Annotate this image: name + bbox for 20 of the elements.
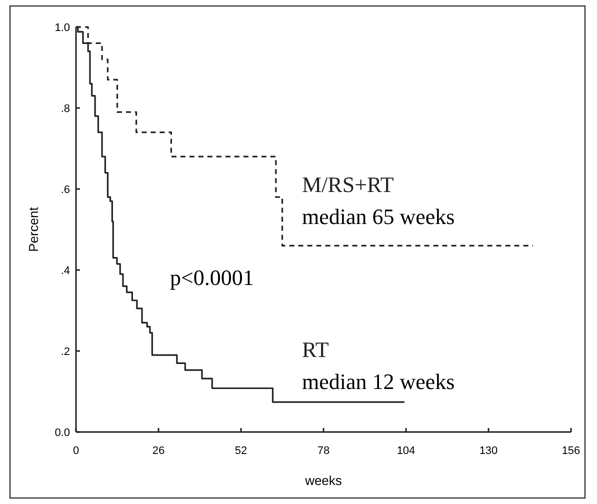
annotation: median 65 weeks bbox=[302, 204, 455, 229]
y-tick-label: 1.0 bbox=[54, 22, 70, 34]
x-tick-label: 130 bbox=[479, 445, 498, 457]
y-tick-label: .2 bbox=[60, 346, 70, 358]
y-axis-title: Percent bbox=[26, 206, 41, 252]
x-axis-title: weeks bbox=[304, 473, 342, 488]
annotation: p<0.0001 bbox=[170, 265, 254, 290]
x-tick-label: 156 bbox=[562, 445, 580, 457]
y-tick-label: .8 bbox=[60, 103, 70, 115]
x-tick-label: 52 bbox=[234, 445, 248, 457]
annotation: median 12 weeks bbox=[302, 369, 455, 394]
y-tick-label: .4 bbox=[60, 265, 70, 277]
x-tick-label: 26 bbox=[152, 445, 165, 457]
x-tick-label: 78 bbox=[317, 445, 330, 457]
x-tick-label: 104 bbox=[396, 445, 416, 457]
series-label: M/RS+RT bbox=[302, 172, 394, 197]
y-tick-label: 0.0 bbox=[54, 427, 70, 439]
y-tick-label: .6 bbox=[60, 184, 70, 196]
x-tick-label: 0 bbox=[72, 445, 80, 457]
series-label: RT bbox=[302, 337, 330, 362]
